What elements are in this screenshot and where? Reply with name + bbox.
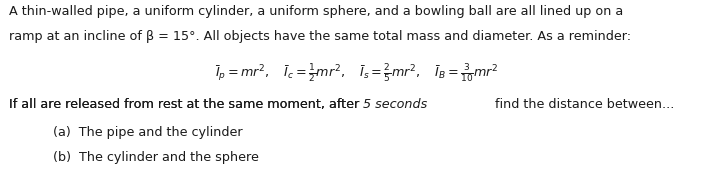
Text: If all are released from rest at the same moment, after: If all are released from rest at the sam… bbox=[9, 98, 363, 111]
Text: 5 seconds: 5 seconds bbox=[363, 98, 427, 111]
Text: A thin-walled pipe, a uniform cylinder, a uniform sphere, and a bowling ball are: A thin-walled pipe, a uniform cylinder, … bbox=[9, 5, 623, 18]
Text: If all are released from rest at the same moment, after: If all are released from rest at the sam… bbox=[0, 174, 1, 175]
Text: find the distance between...: find the distance between... bbox=[491, 98, 674, 111]
Text: (a)  The pipe and the cylinder: (a) The pipe and the cylinder bbox=[53, 126, 243, 139]
Text: (b)  The cylinder and the sphere: (b) The cylinder and the sphere bbox=[53, 151, 260, 164]
Text: $\bar{I}_p = mr^2, \quad \bar{I}_c = \frac{1}{2}mr^2, \quad \bar{I}_s = \frac{2}: $\bar{I}_p = mr^2, \quad \bar{I}_c = \fr… bbox=[215, 62, 498, 84]
Text: If all are released from rest at the same moment, after: If all are released from rest at the sam… bbox=[9, 98, 363, 111]
Text: ramp at an incline of β = 15°. All objects have the same total mass and diameter: ramp at an incline of β = 15°. All objec… bbox=[9, 30, 631, 43]
